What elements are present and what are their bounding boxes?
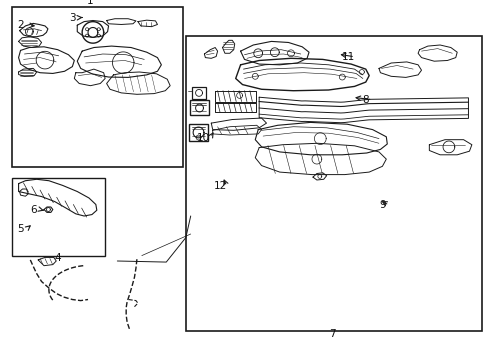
Text: 9: 9: [378, 200, 385, 210]
Bar: [189, 100, 209, 115]
Text: 2: 2: [17, 20, 24, 30]
Text: 3: 3: [69, 13, 76, 23]
Text: 1: 1: [87, 0, 94, 6]
Text: 8: 8: [362, 95, 368, 105]
Text: 10: 10: [197, 132, 209, 143]
Text: 11: 11: [341, 52, 354, 62]
Bar: [185, 36, 481, 331]
Bar: [192, 87, 206, 99]
Text: 12: 12: [213, 181, 226, 192]
Text: 4: 4: [54, 253, 61, 263]
Bar: [189, 124, 207, 141]
Bar: [12, 178, 105, 256]
Text: 6: 6: [30, 204, 37, 215]
Text: 5: 5: [17, 224, 24, 234]
Bar: [12, 7, 183, 167]
Text: 7: 7: [328, 329, 335, 339]
